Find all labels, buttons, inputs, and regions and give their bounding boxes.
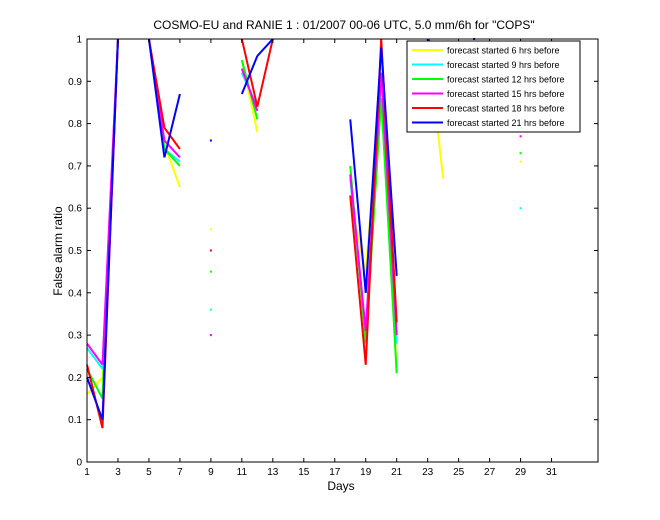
- y-tick-label: 0.2: [68, 373, 82, 384]
- data-point: [209, 308, 212, 311]
- data-point: [209, 334, 212, 337]
- series-line-segment: [256, 38, 274, 57]
- data-point: [209, 139, 212, 142]
- y-tick-label: 1: [76, 35, 82, 46]
- x-tick-label: 25: [453, 467, 465, 478]
- y-tick-label: 0.8: [68, 119, 82, 130]
- y-axis-label: False alarm ratio: [51, 206, 65, 296]
- legend-box: [406, 40, 581, 133]
- legend-label: forecast started 21 hrs before: [447, 118, 565, 128]
- series-line-segment: [380, 98, 398, 374]
- x-tick-label: 1: [84, 467, 90, 478]
- series-line-segment: [163, 93, 181, 158]
- x-tick-label: 15: [298, 467, 310, 478]
- x-tick-label: 13: [267, 467, 279, 478]
- x-tick-label: 31: [546, 467, 558, 478]
- y-tick-label: 0.6: [68, 204, 82, 215]
- y-tick-label: 0.1: [68, 415, 82, 426]
- y-tick-label: 0.3: [68, 331, 82, 342]
- chart-title: COSMO-EU and RANIE 1 : 01/2007 00-06 UTC…: [153, 18, 534, 32]
- x-tick-label: 11: [237, 467, 248, 478]
- series-line-segment: [240, 68, 259, 112]
- series-line-segment: [240, 55, 259, 95]
- legend-label: forecast started 12 hrs before: [447, 75, 565, 85]
- legend: forecast started 6 hrs before forecast st…: [406, 40, 581, 133]
- data-point: [209, 249, 212, 252]
- x-tick-label: 5: [146, 467, 152, 478]
- series-line-segment: [256, 38, 274, 107]
- legend-label: forecast started 9 hrs before: [447, 60, 560, 70]
- series-line-segment: [349, 195, 367, 365]
- data-point: [519, 135, 522, 138]
- y-tick-label: 0: [76, 458, 82, 469]
- x-tick-label: 29: [515, 467, 527, 478]
- data-point: [209, 228, 212, 231]
- data-point: [519, 152, 522, 155]
- y-tick-label: 0.7: [68, 161, 82, 172]
- series-line-segment: [86, 342, 104, 366]
- x-tick-label: 17: [329, 467, 341, 478]
- x-tick-label: 27: [484, 467, 496, 478]
- data-point: [519, 207, 522, 210]
- series-line-segment: [349, 174, 367, 331]
- series-line-segment: [163, 127, 181, 150]
- y-tick-label: 0.4: [68, 288, 82, 299]
- series-line-segment: [349, 119, 367, 293]
- x-tick-label: 9: [208, 467, 214, 478]
- series-line-segment: [86, 377, 104, 421]
- y-tick-label: 0.9: [68, 77, 82, 88]
- series-line-segment: [101, 38, 119, 420]
- x-axis-label: Days: [327, 479, 354, 493]
- x-tick-label: 7: [177, 467, 183, 478]
- x-tick-label: 23: [422, 467, 434, 478]
- series-line-segment: [86, 347, 104, 370]
- x-tick-label: 19: [360, 467, 372, 478]
- series-line-segment: [380, 47, 398, 276]
- data-point: [209, 270, 212, 273]
- x-tick-label: 3: [115, 467, 121, 478]
- y-tick-label: 0.5: [68, 246, 82, 257]
- series-line-segment: [364, 47, 383, 293]
- series-line-segment: [147, 38, 166, 158]
- legend-label: forecast started 6 hrs before: [447, 46, 560, 56]
- series-line-segment: [163, 148, 181, 167]
- data-point: [519, 160, 522, 163]
- legend-label: forecast started 18 hrs before: [447, 104, 565, 114]
- legend-label: forecast started 15 hrs before: [447, 89, 565, 99]
- x-tick-label: 21: [391, 467, 403, 478]
